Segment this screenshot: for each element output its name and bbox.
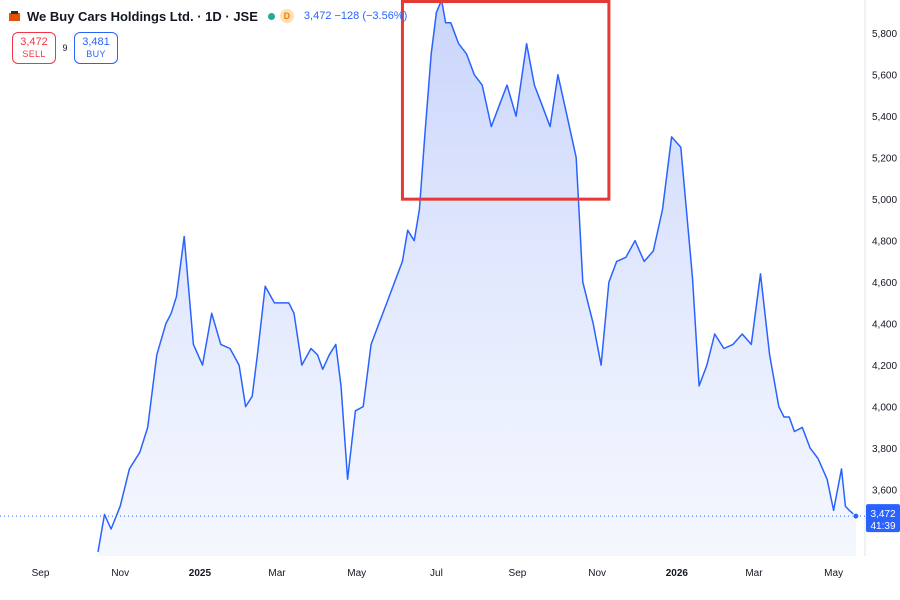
price-tick-label: 4,200 bbox=[872, 361, 897, 372]
company-logo-icon bbox=[8, 10, 21, 23]
time-tick-label: Jul bbox=[430, 568, 443, 579]
buy-label: BUY bbox=[86, 49, 106, 59]
price-tick-label: 5,600 bbox=[872, 71, 897, 82]
price-tick-label: 5,200 bbox=[872, 154, 897, 165]
highlight-rectangle[interactable] bbox=[400, 0, 611, 201]
price-tick-label: 5,000 bbox=[872, 195, 897, 206]
chart-header: We Buy Cars Holdings Ltd. · 1D · JSE D 3… bbox=[8, 5, 407, 27]
last-price-change: 3,472 −128 (−3.56%) bbox=[303, 10, 408, 22]
price-series-line[interactable] bbox=[97, 0, 857, 553]
time-tick-label: 2026 bbox=[666, 568, 689, 579]
time-axis[interactable]: Sep Nov 2025 Mar May Jul Sep Nov 2026 Mar May bbox=[32, 568, 843, 579]
delayed-data-badge[interactable]: D bbox=[279, 9, 294, 23]
sell-label: SELL bbox=[22, 49, 46, 59]
trade-panel: 3,472 SELL 9 3,481 BUY bbox=[12, 32, 118, 64]
price-tick-label: 5,800 bbox=[872, 29, 897, 40]
time-tick-label: Nov bbox=[588, 568, 606, 579]
time-tick-label: May bbox=[347, 568, 366, 579]
spread-value: 9 bbox=[62, 43, 68, 53]
time-tick-label: Sep bbox=[509, 568, 527, 579]
time-tick-label: Sep bbox=[32, 568, 50, 579]
time-tick-label: Nov bbox=[111, 568, 129, 579]
last-price-dot bbox=[852, 512, 860, 520]
price-tick-label: 4,400 bbox=[872, 320, 897, 331]
price-tick-label: 4,600 bbox=[872, 278, 897, 289]
price-tick-label: 3,800 bbox=[872, 444, 897, 455]
price-tick-label: 3,600 bbox=[872, 486, 897, 497]
last-price-tag bbox=[866, 504, 900, 533]
price-axis[interactable]: 3,600 3,800 4,000 4,200 4,400 4,600 4,800 5,000… bbox=[872, 29, 897, 496]
time-tick-label: Mar bbox=[745, 568, 763, 579]
time-tick-label: Mar bbox=[268, 568, 286, 579]
time-tick-label: May bbox=[824, 568, 843, 579]
area-layer bbox=[98, 0, 856, 556]
line-layer bbox=[97, 0, 857, 553]
time-tick-label: 2025 bbox=[189, 568, 212, 579]
price-area-fill bbox=[98, 0, 856, 556]
buy-button[interactable]: 3,481 BUY bbox=[74, 32, 118, 64]
sell-button[interactable]: 3,472 SELL bbox=[12, 32, 56, 64]
price-tick-label: 4,000 bbox=[872, 403, 897, 414]
sell-price: 3,472 bbox=[20, 36, 48, 48]
bar-countdown: 41:39 bbox=[870, 521, 895, 532]
price-tick-label: 5,400 bbox=[872, 112, 897, 123]
buy-price: 3,481 bbox=[82, 36, 110, 48]
price-tick-label: 4,800 bbox=[872, 237, 897, 248]
symbol-title[interactable]: We Buy Cars Holdings Ltd. · 1D · JSE bbox=[27, 8, 258, 24]
annotation-layer bbox=[400, 0, 611, 201]
market-open-status-icon bbox=[267, 12, 275, 20]
last-price-tag-value: 3,472 bbox=[870, 509, 895, 520]
